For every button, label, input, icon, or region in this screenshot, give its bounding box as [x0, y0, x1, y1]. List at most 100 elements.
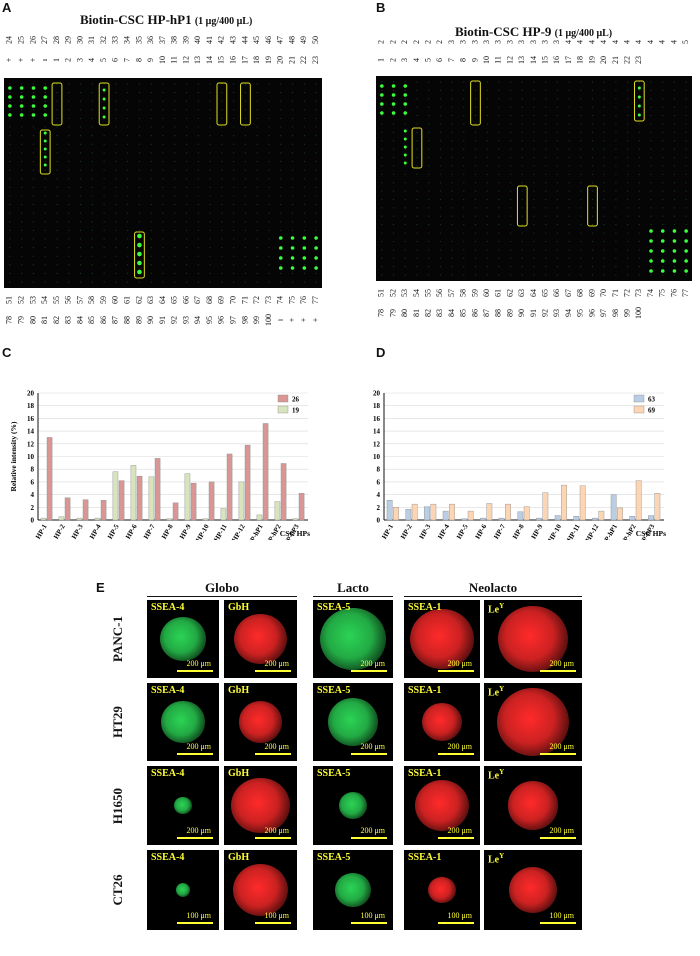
scalebar	[177, 753, 213, 755]
chart-d-bar	[498, 517, 505, 521]
array-b-top-label: 31	[459, 40, 468, 44]
micrograph-h1650-ssea-4: SSEA-4 200 μm	[147, 766, 219, 845]
scalebar-label: 200 μm	[360, 826, 385, 835]
array-a-bottom-label: +	[299, 317, 308, 322]
chart-d-bar	[405, 509, 412, 521]
array-a-top-label: 28	[52, 36, 61, 44]
group-underline	[404, 596, 582, 597]
array-a-top-label: +	[16, 57, 25, 62]
chart-c-xtick: HP-10	[194, 523, 211, 540]
array-b-top-label: 45	[622, 40, 631, 44]
scalebar-label: 200 μm	[264, 826, 289, 835]
chart-d-ytick: 4	[377, 491, 381, 499]
array-a-top-label: 49	[299, 36, 308, 44]
chart-c-bar	[298, 493, 305, 521]
array-a-bottom-label: 71	[240, 296, 249, 304]
chart-d-bar	[480, 517, 486, 521]
array-b-bottom-label: 51	[377, 289, 386, 297]
stain-label: SSEA-4	[151, 685, 185, 696]
chart-c-bar	[136, 475, 143, 521]
array-a-bottom-label: 56	[64, 296, 73, 304]
array-a-spot	[302, 236, 307, 240]
array-b-spot	[672, 269, 677, 273]
array-b-bottom-label: 61	[494, 289, 503, 297]
array-a-top-label: 5	[99, 58, 108, 62]
chart-c-ytick: 6	[31, 478, 35, 486]
micrograph-ct26-ssea-1: SSEA-1 100 μm	[404, 850, 480, 930]
micrograph-ct26-gbh: GbH 100 μm	[224, 850, 297, 930]
array-a-top-label: 44	[240, 36, 249, 44]
array-a-spot	[290, 266, 295, 270]
array-b-bottom-label: 60	[482, 289, 491, 297]
chart-c-bar	[262, 423, 269, 521]
array-a-top-label: 22	[299, 56, 308, 64]
array-a-top-label: 27	[40, 36, 49, 44]
chart-d-bar	[654, 493, 661, 521]
array-a-spot	[43, 95, 48, 99]
array-b-bottom-label: 85	[459, 309, 468, 317]
array-b-spot	[637, 104, 641, 108]
array-b-bottom-label: 99	[622, 309, 631, 317]
array-b-spot	[637, 95, 641, 99]
micrograph-ht29-ssea-5: SSEA-5 200 μm	[313, 683, 393, 761]
array-b-spot	[672, 259, 677, 263]
array-a-bottom-label: 82	[52, 316, 61, 324]
array-b-spot	[380, 111, 384, 115]
stain-label: GbH	[228, 685, 250, 696]
array-a-bottom-label: 59	[99, 296, 108, 304]
array-a-highlight-box	[216, 82, 228, 126]
array-b-top-label: 49	[669, 40, 678, 44]
array-a-spot	[19, 104, 24, 108]
chart-d-ytick: 18	[373, 402, 381, 410]
chart-d-xtick: HP-12	[584, 523, 601, 540]
chart-c-bar	[76, 517, 83, 521]
scalebar	[255, 670, 291, 672]
chart-c-ytick: 20	[27, 390, 35, 398]
chart-c-ytick: 0	[31, 517, 35, 525]
array-b-top-label: 27	[412, 40, 421, 44]
array-b-highlight-box	[633, 80, 645, 122]
array-a-top-label: 20	[276, 56, 285, 64]
scalebar	[540, 670, 576, 672]
chart-d-bar	[592, 517, 598, 521]
array-b-bottom-label: 92	[541, 309, 550, 317]
array-b-spot	[660, 259, 665, 263]
array-b-spot	[403, 137, 407, 141]
array-a-spot	[290, 236, 295, 240]
array-a-spot	[278, 256, 283, 260]
array-a-top-label: 50	[311, 36, 320, 44]
cell-spheroid	[410, 608, 474, 670]
array-a-bottom-label: 87	[111, 316, 120, 324]
chart-c-bar	[244, 444, 251, 521]
array-a-spot	[43, 147, 47, 151]
array-a-bottom-label: 75	[287, 296, 296, 304]
array-a-top-label: 17	[240, 56, 249, 64]
array-b-top-label: 44	[611, 40, 620, 44]
chart-c-ytick: 4	[31, 491, 35, 499]
array-b-spot	[672, 229, 677, 233]
array-a-spot	[137, 242, 142, 248]
array-a-top-label: 18	[252, 56, 261, 64]
array-a-bottom-label: 52	[16, 296, 25, 304]
scalebar-label: 200 μm	[549, 742, 574, 751]
array-a-bottom-label: 51	[5, 296, 14, 304]
scalebar	[351, 922, 387, 924]
scalebar	[351, 670, 387, 672]
scalebar	[177, 922, 213, 924]
array-b-top-label: 19	[587, 56, 596, 64]
array-a-spot	[102, 115, 106, 119]
array-a-spot	[137, 251, 142, 257]
chart-d-bar	[610, 494, 617, 521]
chart-d-xtick: HP-10	[547, 523, 564, 540]
array-b-bottom-label: 68	[576, 289, 585, 297]
scalebar	[540, 753, 576, 755]
scalebar-label: 200 μm	[447, 742, 472, 751]
array-b-bottom-label: 72	[622, 289, 631, 297]
array-a-spot	[314, 266, 318, 270]
chart-d-bar	[449, 503, 455, 521]
array-a-spot	[137, 269, 142, 275]
array-a-bottom-label: 73	[264, 296, 273, 304]
array-a-spot	[43, 163, 47, 167]
stain-label: LeY	[488, 685, 505, 699]
chart-c-ytick: 10	[27, 453, 35, 461]
